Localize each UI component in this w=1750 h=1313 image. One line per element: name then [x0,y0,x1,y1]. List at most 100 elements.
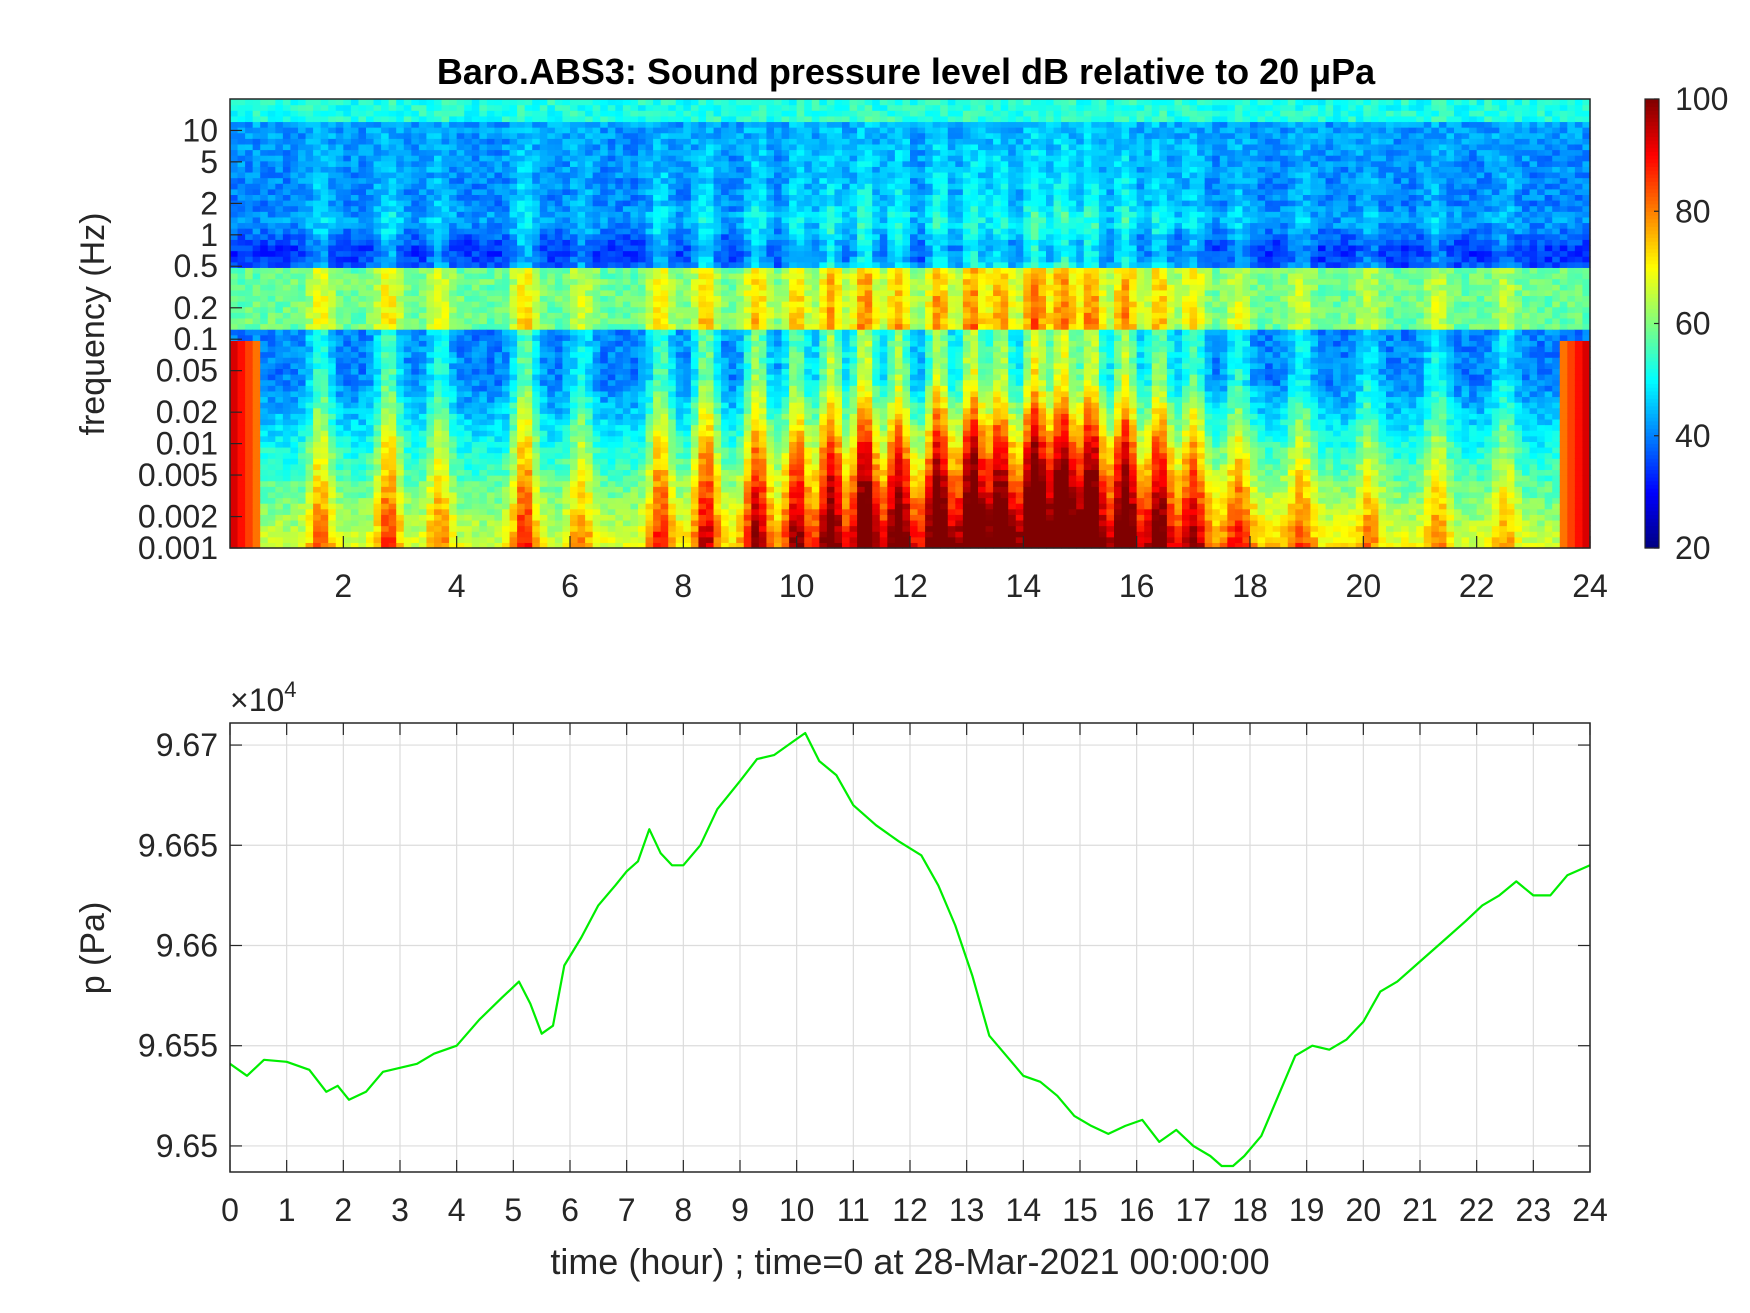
heatmap-cell [343,329,352,336]
heatmap-cell [320,497,329,504]
heatmap-cell [305,351,314,358]
heatmap-cell [343,121,352,128]
heatmap-cell [675,256,684,263]
heatmap-cell [660,115,669,123]
heatmap-cell [630,531,639,538]
heatmap-cell [668,357,677,364]
heatmap-cell [411,155,420,162]
heatmap-cell [381,334,390,341]
heatmap-cell [683,132,692,139]
heatmap-cell [275,519,284,527]
heatmap-cell [683,514,692,521]
heatmap-cell [547,497,556,504]
heatmap-cell [426,295,435,302]
heatmap-cell [305,379,314,386]
heatmap-cell [426,278,435,285]
heatmap-cell [577,312,586,319]
heatmap-cell [554,166,564,173]
heatmap-cell [267,480,276,487]
heatmap-cell [630,357,639,364]
heatmap-cell [464,430,473,437]
heatmap-cell [675,536,684,543]
heatmap-cell [350,407,360,414]
heatmap-cell [305,514,314,521]
heatmap-cell [539,99,548,106]
heatmap-cell [426,368,435,375]
heatmap-cell [282,166,292,173]
heatmap-cell [366,402,375,409]
heatmap-cell [252,531,261,538]
heatmap-cell [464,127,473,134]
heatmap-cell [547,317,556,325]
heatmap-cell [607,402,616,409]
heatmap-cell [532,295,541,302]
heatmap-cell [547,452,556,459]
heatmap-cell [517,272,526,280]
heatmap-cell [653,542,662,549]
heatmap-cell [486,312,496,319]
heatmap-cell [373,379,382,386]
heatmap-cell [373,531,382,538]
heatmap-cell [562,390,571,398]
heatmap-cell [464,345,473,353]
heatmap-cell [509,503,518,510]
heatmap-cell [683,200,692,207]
heatmap-cell [434,379,443,386]
heatmap-cell [615,435,624,442]
heatmap-cell [411,244,420,252]
heatmap-cell [396,475,405,482]
heatmap-cell [517,261,526,268]
heatmap-cell [245,413,254,420]
heatmap-cell [267,458,276,465]
heatmap-cell [230,475,239,482]
heatmap-cell [418,228,428,235]
heatmap-cell [282,239,292,246]
heatmap-cell [486,267,496,274]
heatmap-cell [524,525,533,532]
heatmap-cell [622,536,632,543]
heatmap-cell [267,435,276,442]
heatmap-cell [615,452,624,459]
heatmap-cell [464,121,473,128]
heatmap-cell [252,368,261,375]
heatmap-cell [554,171,564,179]
heatmap-cell [577,177,586,184]
heatmap-cell [683,536,692,543]
heatmap-cell [328,334,337,341]
heatmap-cell [630,127,639,134]
heatmap-cell [449,508,458,515]
heatmap-cell [403,396,412,403]
heatmap-cell [456,149,465,156]
heatmap-cell [464,475,473,482]
heatmap-cell [464,357,473,364]
heatmap-cell [373,480,382,487]
heatmap-cell [381,531,390,538]
heatmap-cell [275,407,284,414]
heatmap-cell [502,306,511,313]
heatmap-cell [245,138,254,145]
heatmap-cell [562,424,571,431]
heatmap-cell [479,329,488,336]
heatmap-cell [456,379,465,386]
heatmap-cell [615,228,624,235]
heatmap-cell [373,138,382,145]
heatmap-cell [275,261,284,268]
heatmap-cell [290,362,299,369]
heatmap-cell [305,306,314,313]
heatmap-cell [653,272,662,280]
heatmap-cell [245,424,254,431]
heatmap-cell [434,469,443,476]
heatmap-cell [267,216,276,224]
heatmap-cell [592,211,601,218]
heatmap-cell [358,312,367,319]
heatmap-cell [411,390,420,398]
heatmap-cell [615,110,624,117]
heatmap-cell [464,177,473,184]
heatmap-cell [539,127,548,134]
heatmap-cell [245,407,254,414]
heatmap-cell [464,334,473,341]
heatmap-cell [343,194,352,201]
heatmap-cell [645,127,654,134]
heatmap-cell [441,514,450,521]
heatmap-cell [290,441,299,448]
